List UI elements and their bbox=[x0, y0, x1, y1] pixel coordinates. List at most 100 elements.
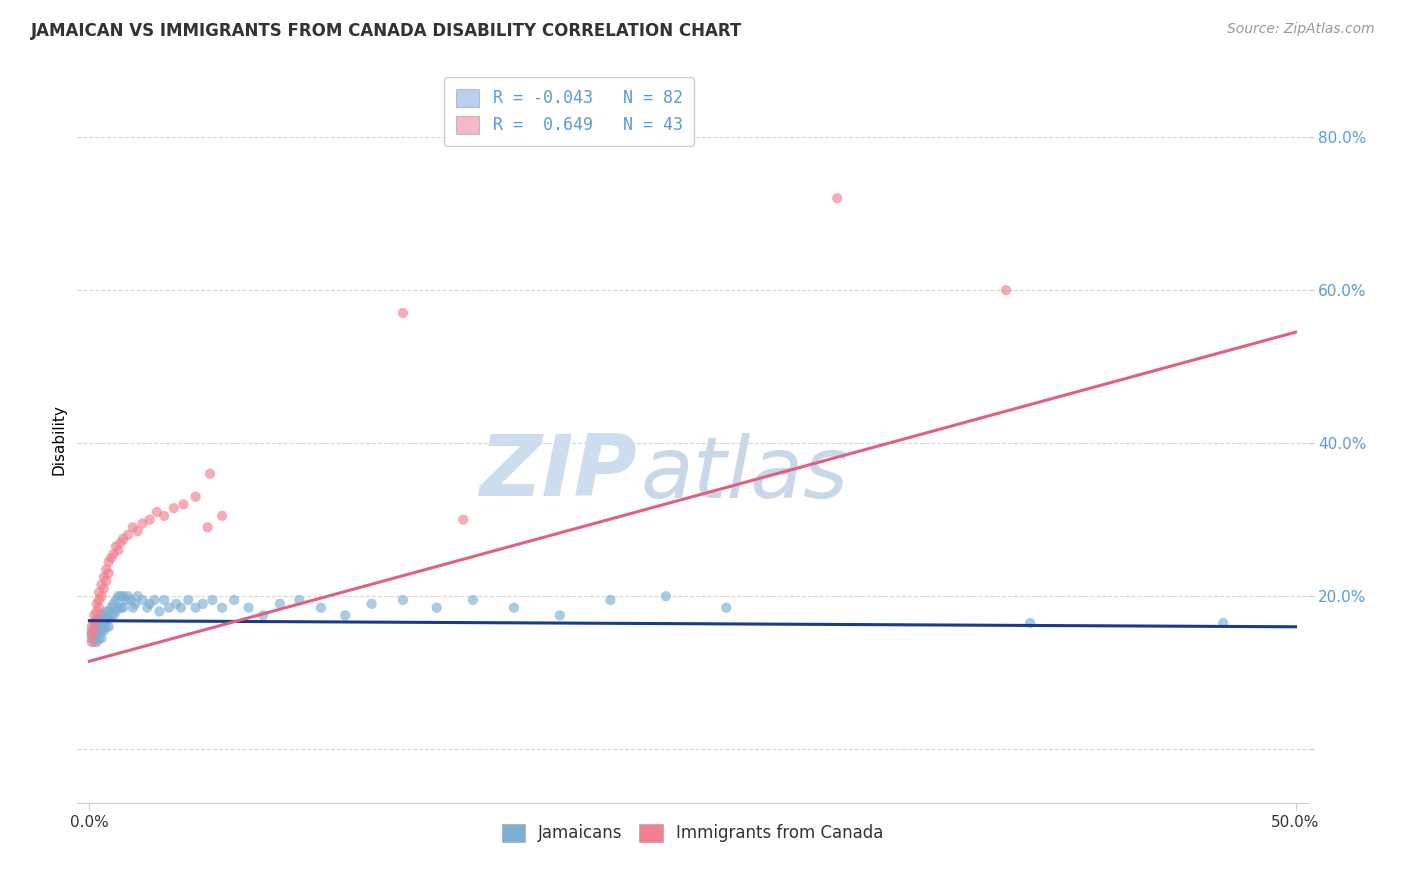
Point bbox=[90, 578, 112, 592]
Point bbox=[103, 597, 125, 611]
Point bbox=[269, 597, 291, 611]
Point bbox=[655, 589, 678, 603]
Point bbox=[83, 624, 105, 638]
Point bbox=[86, 627, 108, 641]
Point bbox=[90, 624, 112, 638]
Point bbox=[87, 593, 110, 607]
Point bbox=[110, 600, 132, 615]
Point bbox=[121, 520, 143, 534]
Point bbox=[86, 597, 108, 611]
Point bbox=[87, 624, 110, 638]
Point bbox=[143, 593, 166, 607]
Point bbox=[288, 593, 311, 607]
Point bbox=[165, 597, 187, 611]
Point bbox=[83, 635, 105, 649]
Point bbox=[80, 620, 103, 634]
Text: ZIP: ZIP bbox=[479, 431, 637, 514]
Point bbox=[96, 605, 118, 619]
Point bbox=[90, 632, 112, 646]
Point bbox=[117, 589, 139, 603]
Point bbox=[170, 600, 193, 615]
Point bbox=[138, 597, 160, 611]
Point bbox=[80, 627, 103, 641]
Point bbox=[80, 624, 103, 638]
Point bbox=[503, 600, 526, 615]
Point bbox=[93, 582, 115, 596]
Point bbox=[131, 516, 153, 531]
Point bbox=[716, 600, 738, 615]
Point bbox=[100, 608, 122, 623]
Point bbox=[86, 635, 108, 649]
Point bbox=[107, 543, 129, 558]
Point bbox=[1019, 615, 1042, 630]
Point bbox=[104, 605, 127, 619]
Point bbox=[146, 505, 169, 519]
Point bbox=[107, 600, 129, 615]
Point bbox=[191, 597, 214, 611]
Point bbox=[333, 608, 356, 623]
Point bbox=[103, 608, 125, 623]
Point bbox=[392, 306, 415, 320]
Point bbox=[86, 632, 108, 646]
Text: atlas: atlas bbox=[641, 433, 849, 516]
Point bbox=[1212, 615, 1234, 630]
Point bbox=[127, 524, 149, 538]
Text: JAMAICAN VS IMMIGRANTS FROM CANADA DISABILITY CORRELATION CHART: JAMAICAN VS IMMIGRANTS FROM CANADA DISAB… bbox=[31, 22, 742, 40]
Point bbox=[86, 605, 108, 619]
Point bbox=[198, 467, 221, 481]
Point bbox=[201, 593, 224, 607]
Point bbox=[825, 191, 848, 205]
Point bbox=[96, 620, 118, 634]
Point bbox=[97, 566, 120, 581]
Text: Source: ZipAtlas.com: Source: ZipAtlas.com bbox=[1227, 22, 1375, 37]
Point bbox=[112, 532, 135, 546]
Legend: Jamaicans, Immigrants from Canada: Jamaicans, Immigrants from Canada bbox=[495, 817, 890, 849]
Point bbox=[100, 550, 122, 565]
Point bbox=[114, 593, 136, 607]
Point bbox=[360, 597, 382, 611]
Point bbox=[97, 555, 120, 569]
Point bbox=[121, 600, 143, 615]
Point bbox=[112, 600, 135, 615]
Point bbox=[87, 600, 110, 615]
Point bbox=[86, 615, 108, 630]
Point bbox=[83, 624, 105, 638]
Point bbox=[110, 589, 132, 603]
Point bbox=[124, 597, 146, 611]
Point bbox=[392, 593, 415, 607]
Point bbox=[100, 600, 122, 615]
Point bbox=[184, 600, 207, 615]
Y-axis label: Disability: Disability bbox=[51, 404, 66, 475]
Point bbox=[120, 593, 142, 607]
Point bbox=[453, 513, 475, 527]
Point bbox=[197, 520, 219, 534]
Point bbox=[104, 593, 127, 607]
Point bbox=[426, 600, 449, 615]
Point bbox=[309, 600, 332, 615]
Point bbox=[107, 589, 129, 603]
Point bbox=[163, 501, 186, 516]
Point bbox=[117, 528, 139, 542]
Point bbox=[172, 497, 194, 511]
Point bbox=[211, 600, 233, 615]
Point bbox=[80, 627, 103, 641]
Point bbox=[83, 620, 105, 634]
Point bbox=[83, 627, 105, 641]
Point bbox=[80, 635, 103, 649]
Point bbox=[87, 632, 110, 646]
Point bbox=[136, 600, 159, 615]
Point bbox=[148, 605, 170, 619]
Point bbox=[90, 615, 112, 630]
Point bbox=[86, 620, 108, 634]
Point bbox=[97, 612, 120, 626]
Point bbox=[86, 624, 108, 638]
Point bbox=[153, 593, 176, 607]
Point bbox=[153, 508, 176, 523]
Point bbox=[83, 608, 105, 623]
Point bbox=[97, 605, 120, 619]
Point bbox=[83, 615, 105, 630]
Point bbox=[104, 540, 127, 554]
Point bbox=[87, 612, 110, 626]
Point bbox=[86, 612, 108, 626]
Point bbox=[127, 589, 149, 603]
